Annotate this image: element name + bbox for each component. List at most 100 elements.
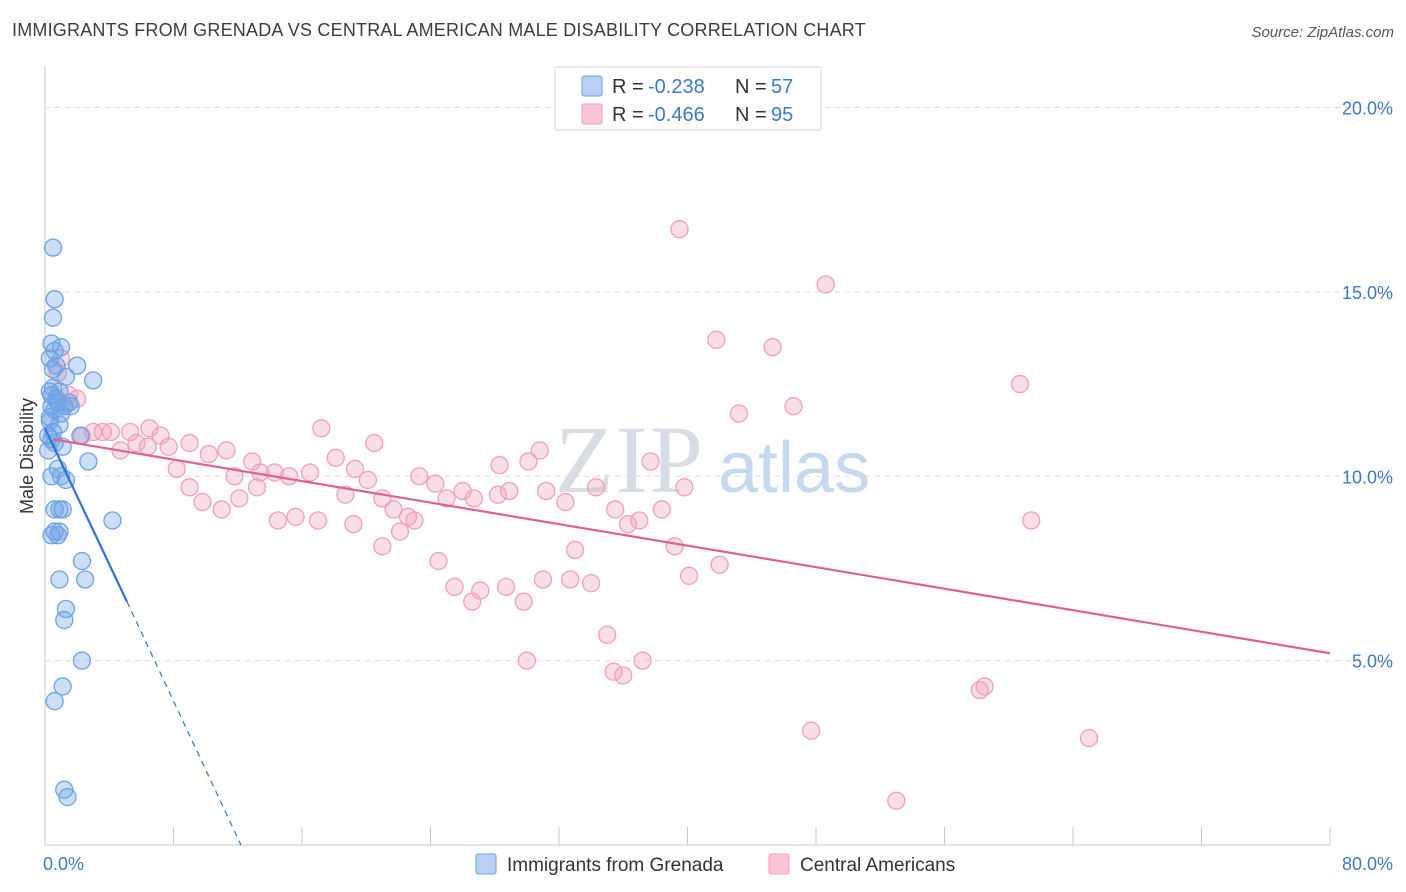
central-americans-point <box>500 481 519 501</box>
central-americans-point <box>230 489 249 508</box>
central-americans-point <box>453 481 472 501</box>
central-americans-point <box>490 456 509 475</box>
grenada-point <box>50 415 69 434</box>
central-americans-point <box>225 467 244 486</box>
central-americans-point <box>537 481 556 501</box>
series-legend: Immigrants from Grenada Central American… <box>475 853 955 876</box>
central-americans-points <box>48 220 1099 810</box>
central-americans-point <box>127 433 146 453</box>
central-americans-point <box>405 511 424 530</box>
grenada-point <box>72 551 92 571</box>
grenada-point <box>84 371 103 390</box>
grenada-points <box>39 238 122 807</box>
central-swatch <box>581 103 603 125</box>
grenada-swatch <box>581 75 603 97</box>
central-n-value: 95 <box>771 104 793 126</box>
grenada-point <box>76 570 95 589</box>
central-americans-point <box>429 551 448 571</box>
watermark-zip: ZIP <box>555 406 705 513</box>
grid <box>45 107 1394 662</box>
central-americans-point <box>286 507 305 526</box>
central-americans-point <box>159 437 178 456</box>
grenada-point <box>79 452 98 471</box>
central-americans-point <box>193 492 212 512</box>
grenada-point <box>45 692 64 711</box>
central-americans-point <box>887 791 906 810</box>
central-americans-point <box>784 397 803 416</box>
central-americans-point <box>336 485 355 504</box>
central-americans-point <box>606 500 625 519</box>
central-americans-point <box>675 478 694 497</box>
grenada-point <box>103 511 122 530</box>
central-americans-point <box>488 485 508 504</box>
central-americans-point <box>707 330 726 349</box>
y-tick-label: 20.0% <box>1342 99 1393 119</box>
central-americans-point <box>300 463 320 482</box>
grenada-point <box>48 526 67 545</box>
central-americans-point <box>464 489 484 508</box>
central-americans-point <box>344 515 363 534</box>
central-americans-point <box>614 666 633 685</box>
central-americans-point <box>816 275 835 294</box>
source-credit: Source: ZipAtlas.com <box>1251 24 1394 41</box>
y-tick-label: 5.0% <box>1352 652 1393 672</box>
central-americans-point <box>426 474 445 493</box>
central-americans-point <box>463 592 482 611</box>
central-r-label: R = <box>612 104 644 126</box>
legend-central-swatch <box>768 853 790 875</box>
grenada-point <box>50 382 69 401</box>
central-americans-point <box>384 500 403 519</box>
central-americans-point <box>1079 728 1099 748</box>
central-americans-point <box>312 419 331 438</box>
central-americans-point <box>641 452 660 471</box>
central-americans-point <box>308 511 328 530</box>
grenada-n-label: N = <box>735 76 767 98</box>
central-americans-point <box>1022 511 1041 530</box>
central-americans-point <box>598 625 617 644</box>
central-americans-point <box>410 467 429 486</box>
central-americans-point <box>729 404 749 423</box>
y-tick-labels: 5.0% 10.0% 15.0% 20.0% <box>1342 99 1393 672</box>
grenada-point <box>42 467 61 486</box>
central-americans-point <box>373 537 392 556</box>
grenada-trend-line <box>44 427 128 603</box>
central-americans-point <box>279 467 299 486</box>
central-americans-point <box>652 500 671 519</box>
central-trend-line <box>52 438 1331 655</box>
central-americans-point <box>101 422 121 442</box>
central-americans-point <box>586 478 606 497</box>
central-americans-point <box>633 651 652 670</box>
grenada-point <box>40 408 59 427</box>
grenada-point <box>47 356 66 375</box>
stats-legend: R = -0.238 N = 57 R = -0.466 N = 95 <box>554 66 822 131</box>
y-axis-label: Male Disability <box>17 398 37 514</box>
central-americans-point <box>679 566 699 585</box>
watermark-atlas: atlas <box>718 428 870 508</box>
grenada-r-label: R = <box>612 76 644 98</box>
central-americans-point <box>120 422 140 442</box>
central-americans-point <box>533 570 553 589</box>
central-americans-point <box>390 522 410 541</box>
central-americans-point <box>581 574 601 593</box>
chart-title: IMMIGRANTS FROM GRENADA VS CENTRAL AMERI… <box>12 20 866 40</box>
legend-grenada-swatch <box>475 853 497 875</box>
central-americans-point <box>665 537 684 556</box>
central-americans-point <box>514 592 533 611</box>
y-tick-label: 10.0% <box>1342 467 1393 487</box>
central-americans-point <box>247 478 267 497</box>
grenada-point <box>61 397 80 416</box>
central-americans-point <box>802 721 821 740</box>
central-americans-point <box>604 662 623 681</box>
grenada-point <box>58 787 77 807</box>
central-americans-point <box>180 478 199 497</box>
central-americans-point <box>268 511 288 530</box>
central-americans-point <box>496 577 516 597</box>
central-americans-point <box>618 515 638 534</box>
central-americans-point <box>565 540 585 560</box>
central-americans-point <box>212 500 231 519</box>
watermark: ZIP atlas <box>555 406 870 513</box>
trend-lines <box>44 427 1331 846</box>
central-americans-point <box>445 577 464 597</box>
grenada-point <box>71 426 90 445</box>
central-americans-point <box>199 444 218 464</box>
